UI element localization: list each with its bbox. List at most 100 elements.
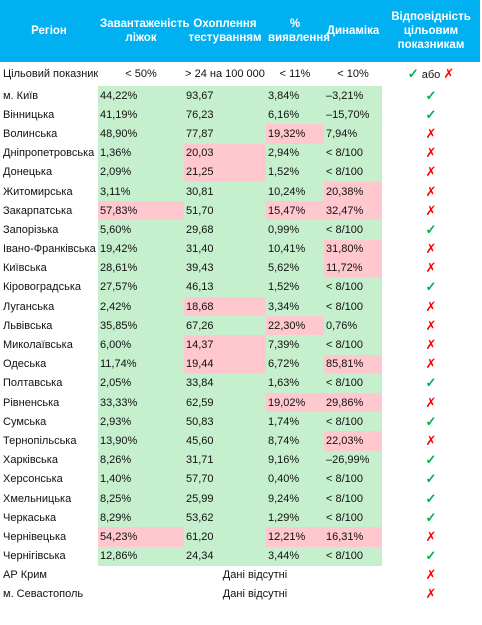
- detection-rate-cell: 6,16%: [266, 105, 324, 125]
- dynamics-cell: < 8/100: [324, 488, 382, 509]
- dynamics-cell: < 8/100: [324, 373, 382, 393]
- target-dynamics: < 10%: [337, 68, 369, 80]
- bed-occupancy-cell: 1,36%: [98, 143, 184, 163]
- table-row: Харківська 8,26% 31,71 9,16% –26,99% ✓: [0, 450, 480, 470]
- dynamics-cell: –26,99%: [324, 450, 382, 470]
- detection-rate-cell: 2,94%: [266, 143, 324, 163]
- cross-icon: ✗: [425, 528, 437, 544]
- empty-cell: [98, 566, 184, 585]
- bed-occupancy-cell: 48,90%: [98, 124, 184, 144]
- testing-coverage-cell: 18,68: [184, 297, 266, 317]
- header-dynamics: Динаміка: [324, 0, 382, 62]
- check-icon: ✓: [425, 106, 437, 122]
- testing-coverage-cell: 25,99: [184, 488, 266, 509]
- bed-occupancy-cell: 2,93%: [98, 412, 184, 432]
- table-row: Чернігівська 12,86% 24,34 3,44% < 8/100 ✓: [0, 546, 480, 566]
- bed-occupancy-cell: 57,83%: [98, 201, 184, 221]
- header-testing-coverage: Охоплення тестуванням: [184, 0, 266, 62]
- header-detection-rate: % виявлення: [266, 0, 330, 62]
- dynamics-cell: < 8/100: [324, 546, 382, 566]
- testing-coverage-cell: 33,84: [184, 373, 266, 393]
- testing-coverage-cell: 93,67: [184, 86, 266, 106]
- table-row: Одеська 11,74% 19,44 6,72% 85,81% ✗: [0, 354, 480, 374]
- table-row: Волинська 48,90% 77,87 19,32% 7,94% ✗: [0, 124, 480, 144]
- detection-rate-cell: 1,52%: [266, 162, 324, 182]
- region-name: Вінницька: [3, 108, 55, 121]
- compliance-or-label: або: [421, 69, 441, 81]
- table-row: Житомирська 3,11% 30,81 10,24% 20,38% ✗: [0, 181, 480, 202]
- table-row: Полтавська 2,05% 33,84 1,63% < 8/100 ✓: [0, 373, 480, 393]
- no-data-label: Дані відсутні: [222, 569, 288, 582]
- dynamics-cell: < 8/100: [324, 508, 382, 528]
- detection-rate-cell: 10,41%: [266, 239, 324, 259]
- compliance-cell: ✓: [382, 489, 480, 508]
- cross-icon: ✗: [425, 241, 437, 257]
- bed-occupancy-cell: 8,26%: [98, 450, 184, 470]
- cross-icon: ✗: [425, 125, 437, 141]
- table-row: Львівська 35,85% 67,26 22,30% 0,76% ✗: [0, 316, 480, 336]
- region-name: Кіровоградська: [3, 281, 81, 294]
- testing-coverage-cell: 31,40: [184, 239, 266, 259]
- cross-icon: ✗: [425, 317, 437, 333]
- region-name: Полтавська: [3, 377, 63, 390]
- cross-icon: ✗: [425, 356, 437, 372]
- testing-coverage-cell: 39,43: [184, 258, 266, 278]
- cross-icon: ✗: [425, 586, 437, 602]
- bed-occupancy-cell: 27,57%: [98, 277, 184, 298]
- no-data-label: Дані відсутні: [222, 588, 288, 601]
- testing-coverage-cell: 14,37: [184, 335, 266, 355]
- testing-coverage-cell: 45,60: [184, 431, 266, 451]
- target-testing: > 24 на 100 000: [185, 68, 265, 80]
- testing-coverage-cell: 50,83: [184, 412, 266, 432]
- bed-occupancy-cell: 2,42%: [98, 297, 184, 317]
- check-icon: ✓: [425, 375, 437, 391]
- detection-rate-cell: 1,52%: [266, 277, 324, 298]
- table-row: Миколаївська 6,00% 14,37 7,39% < 8/100 ✗: [0, 335, 480, 355]
- cross-icon: ✗: [425, 202, 437, 218]
- cross-icon: ✗: [425, 394, 437, 410]
- check-icon: ✓: [425, 471, 437, 487]
- compliance-cell: ✗: [382, 240, 480, 259]
- empty-cell: [98, 585, 184, 604]
- table-row: Хмельницька 8,25% 25,99 9,24% < 8/100 ✓: [0, 488, 480, 509]
- region-name: Житомирська: [3, 185, 73, 198]
- compliance-cell: ✓: [382, 278, 480, 297]
- compliance-cell: ✗: [382, 316, 480, 335]
- bed-occupancy-cell: 13,90%: [98, 431, 184, 451]
- target-compliance: ✓ або ✗: [382, 62, 480, 86]
- detection-rate-cell: 3,34%: [266, 297, 324, 317]
- dynamics-cell: 0,76%: [324, 316, 382, 336]
- region-name: м. Київ: [3, 89, 39, 102]
- testing-coverage-cell: 30,81: [184, 181, 266, 202]
- cross-icon: ✗: [425, 567, 437, 583]
- bed-occupancy-cell: 19,42%: [98, 239, 184, 259]
- target-row: Цільовий показник < 50% > 24 на 100 000 …: [0, 62, 480, 86]
- region-name: Херсонська: [3, 473, 63, 486]
- bed-occupancy-cell: 2,09%: [98, 162, 184, 182]
- region-name: Миколаївська: [3, 339, 73, 352]
- target-detection: < 11%: [279, 68, 311, 80]
- testing-coverage-cell: 77,87: [184, 124, 266, 144]
- testing-coverage-cell: 62,59: [184, 393, 266, 413]
- region-name: Чернівецька: [3, 530, 67, 543]
- region-name: Дніпропетровська: [3, 147, 95, 160]
- testing-coverage-cell: 31,71: [184, 450, 266, 470]
- detection-rate-cell: 7,39%: [266, 335, 324, 355]
- table-row: Київська 28,61% 39,43 5,62% 11,72% ✗: [0, 258, 480, 278]
- detection-rate-cell: 9,24%: [266, 488, 324, 509]
- table-row: Чернівецька 54,23% 61,20 12,21% 16,31% ✗: [0, 527, 480, 547]
- detection-rate-cell: 19,02%: [266, 393, 324, 413]
- bed-occupancy-cell: 54,23%: [98, 527, 184, 547]
- table-row: Івано-Франківська 19,42% 31,40 10,41% 31,80%…: [0, 239, 480, 259]
- region-name: м. Севастополь: [3, 588, 84, 601]
- empty-cell: [324, 585, 382, 604]
- region-name: Сумська: [3, 415, 47, 428]
- region-name: АР Крим: [3, 569, 47, 582]
- testing-coverage-cell: 57,70: [184, 469, 266, 489]
- region-name: Тернопільська: [3, 434, 77, 447]
- dynamics-cell: 16,31%: [324, 527, 382, 547]
- testing-coverage-cell: 51,70: [184, 201, 266, 221]
- dynamics-cell: < 8/100: [324, 412, 382, 432]
- testing-coverage-cell: 21,25: [184, 162, 266, 182]
- compliance-cell: ✗: [382, 585, 480, 604]
